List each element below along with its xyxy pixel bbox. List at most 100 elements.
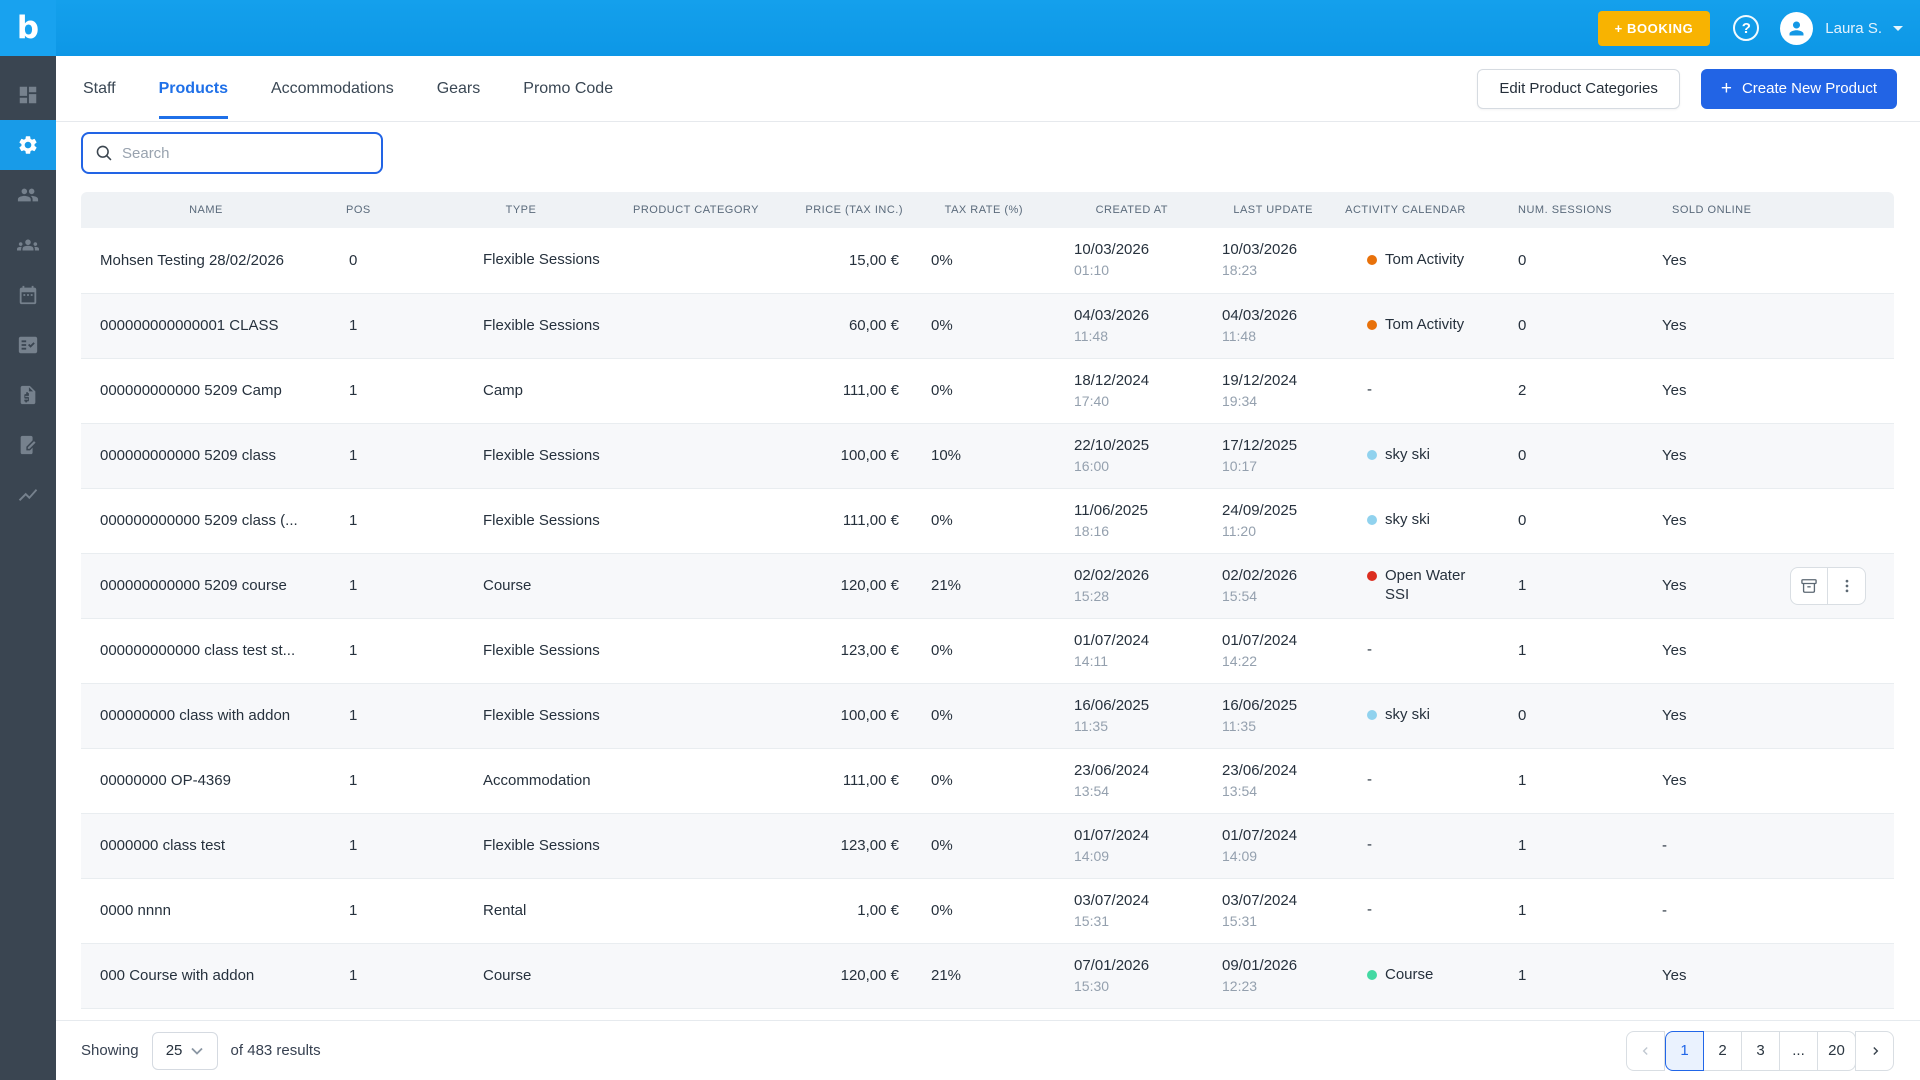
calendar-dot: [1367, 570, 1377, 581]
archive-icon: [1801, 578, 1817, 593]
cell-created-at: 23/06/2024 13:54: [1031, 747, 1176, 813]
cell-num-sessions: 0: [1490, 682, 1640, 748]
cell-type: Flexible Sessions: [426, 422, 616, 488]
sidebar-item-reports[interactable]: [0, 470, 56, 520]
cell-last-update: 03/07/2024 15:31: [1176, 877, 1321, 943]
user-name[interactable]: Laura S.: [1825, 19, 1882, 37]
tab-gears[interactable]: Gears: [436, 79, 481, 97]
table-row[interactable]: 0000000 class test 1 Flexible Sessions 1…: [81, 812, 1894, 878]
page-button-2[interactable]: 2: [1703, 1030, 1742, 1071]
cell-num-sessions: 0: [1490, 422, 1640, 488]
archive-button[interactable]: [1790, 566, 1828, 605]
cell-name: 000000000000 class test st...: [81, 617, 331, 683]
cell-last-update: 19/12/2024 19:34: [1176, 357, 1321, 423]
cell-product-category: [616, 942, 776, 1008]
cell-price: 1,00 €: [776, 877, 911, 943]
cell-type: Flexible Sessions: [426, 812, 616, 878]
table-row[interactable]: 000000000000 5209 Camp 1 Camp 111,00 € 0…: [81, 357, 1894, 423]
sidebar-item-customers[interactable]: [0, 170, 56, 220]
table-row[interactable]: 00000000 OP-4369 1 Accommodation 111,00 …: [81, 747, 1894, 813]
tab-promo-code[interactable]: Promo Code: [523, 79, 614, 97]
table-row[interactable]: 000000000000001 CLASS 1 Flexible Session…: [81, 292, 1894, 358]
cell-product-category: [616, 682, 776, 748]
cell-price: 60,00 €: [776, 292, 911, 358]
page-size-select[interactable]: 25: [151, 1031, 218, 1070]
sidebar-item-checklist[interactable]: [0, 320, 56, 370]
cell-name: 00000000 OP-4369: [81, 747, 331, 813]
calendar-dot: [1367, 515, 1377, 526]
chevron-down-icon[interactable]: [1893, 25, 1903, 31]
table-row[interactable]: Mohsen Testing 28/02/2026 0 Flexible Ses…: [81, 228, 1894, 293]
cell-sold-online: Yes: [1640, 942, 1894, 1008]
table-row[interactable]: 000000000000 class test st... 1 Flexible…: [81, 617, 1894, 683]
cell-name: 000000000000001 CLASS: [81, 292, 331, 358]
cell-name: 000000000 class with addon: [81, 682, 331, 748]
table-row[interactable]: 000000000000 5209 class (... 1 Flexible …: [81, 487, 1894, 553]
sidebar-item-groups[interactable]: [0, 220, 56, 270]
cell-pos: 1: [331, 552, 426, 618]
cell-price: 120,00 €: [776, 552, 911, 618]
products-table: NAME POS TYPE PRODUCT CATEGORY PRICE (TAX IN…: [81, 192, 1894, 1008]
page-button-1[interactable]: 1: [1665, 1030, 1704, 1071]
cell-tax-rate: 0%: [911, 357, 1031, 423]
cell-price: 111,00 €: [776, 747, 911, 813]
cell-name: 0000 nnnn: [81, 877, 331, 943]
tab-accommodations[interactable]: Accommodations: [270, 79, 394, 97]
cell-type: Course: [426, 552, 616, 618]
cell-product-category: [616, 552, 776, 618]
table-row[interactable]: 000000000 class with addon 1 Flexible Se…: [81, 682, 1894, 748]
cell-pos: 1: [331, 877, 426, 943]
sidebar-item-dashboard[interactable]: [0, 70, 56, 120]
table-row[interactable]: 0000 nnnn 1 Rental 1,00 € 0% 03/07/2024 1…: [81, 877, 1894, 943]
create-new-product-button[interactable]: + Create New Product: [1700, 68, 1897, 109]
cell-type: Rental: [426, 877, 616, 943]
cell-type: Course: [426, 942, 616, 1008]
tab-products[interactable]: Products: [158, 79, 229, 119]
column-header: TYPE: [426, 192, 616, 228]
cell-name: 000000000000 5209 course: [81, 552, 331, 618]
edit-product-categories-button[interactable]: Edit Product Categories: [1477, 68, 1680, 109]
cell-sold-online: Yes: [1640, 487, 1894, 553]
table-row[interactable]: 000000000000 5209 class 1 Flexible Sessi…: [81, 422, 1894, 488]
page-button-3[interactable]: 3: [1741, 1030, 1780, 1071]
cell-pos: 1: [331, 682, 426, 748]
sidebar-item-settings[interactable]: [0, 120, 56, 170]
cell-product-category: [616, 617, 776, 683]
prev-page-button[interactable]: [1626, 1030, 1665, 1071]
brand-logo-letter: b: [16, 10, 40, 46]
cell-pos: 1: [331, 812, 426, 878]
cell-pos: 0: [331, 228, 426, 293]
cell-product-category: [616, 747, 776, 813]
cell-created-at: 03/07/2024 15:31: [1031, 877, 1176, 943]
row-menu-button[interactable]: [1828, 566, 1866, 605]
column-header: ACTIVITY CALENDAR: [1321, 192, 1490, 228]
search-input[interactable]: [122, 144, 369, 162]
pagination: 1 2 3... 20: [1626, 1030, 1894, 1071]
cell-type: Flexible Sessions: [426, 682, 616, 748]
sidebar-item-invoices[interactable]: [0, 370, 56, 420]
table-row[interactable]: 000 Course with addon 1 Course 120,00 € …: [81, 942, 1894, 1008]
avatar[interactable]: [1780, 11, 1814, 45]
cell-last-update: 02/02/2026 15:54: [1176, 552, 1321, 618]
cell-last-update: 24/09/2025 11:20: [1176, 487, 1321, 553]
page-ellipsis[interactable]: ...: [1779, 1030, 1818, 1071]
groups-icon: [17, 239, 39, 251]
chevron-left-icon: [1642, 1046, 1648, 1055]
sidebar-item-calendar[interactable]: [0, 270, 56, 320]
table-row[interactable]: 000000000000 5209 course 1 Course 120,00…: [81, 552, 1894, 618]
cell-num-sessions: 1: [1490, 552, 1640, 618]
cell-price: 15,00 €: [776, 228, 911, 293]
invoice-icon: [20, 385, 36, 405]
cell-tax-rate: 0%: [911, 877, 1031, 943]
table-body: Mohsen Testing 28/02/2026 0 Flexible Ses…: [81, 228, 1894, 1008]
page-button-20[interactable]: 20: [1817, 1030, 1856, 1071]
booking-button[interactable]: + BOOKING: [1597, 10, 1711, 46]
tab-staff[interactable]: Staff: [83, 79, 116, 97]
cell-activity-calendar: Tom Activity: [1321, 228, 1490, 293]
next-page-button[interactable]: [1855, 1030, 1894, 1071]
cell-sold-online: Yes: [1640, 422, 1894, 488]
help-icon[interactable]: ?: [1733, 15, 1760, 41]
cell-product-category: [616, 228, 776, 293]
sidebar-item-offers[interactable]: [0, 420, 56, 470]
brand-logo: b: [0, 0, 56, 56]
